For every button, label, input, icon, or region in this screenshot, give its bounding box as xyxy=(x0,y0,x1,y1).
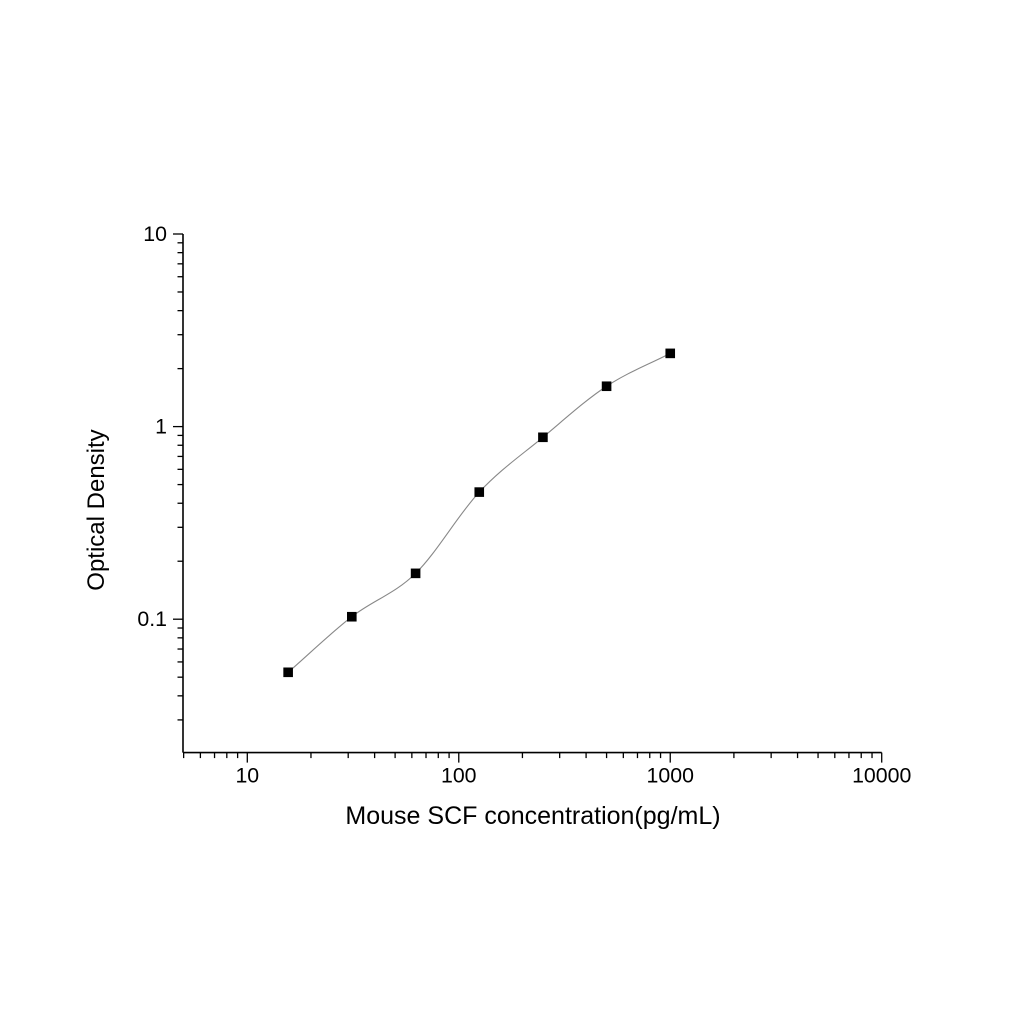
svg-text:100: 100 xyxy=(441,764,477,788)
svg-text:0.1: 0.1 xyxy=(137,607,167,631)
svg-text:Optical Density: Optical Density xyxy=(83,429,110,590)
svg-text:10000: 10000 xyxy=(852,764,911,788)
svg-text:10: 10 xyxy=(235,764,259,788)
svg-text:Mouse SCF concentration(pg/mL): Mouse SCF concentration(pg/mL) xyxy=(345,802,720,830)
svg-text:1: 1 xyxy=(155,415,167,439)
svg-text:1000: 1000 xyxy=(647,764,695,788)
svg-text:10: 10 xyxy=(143,222,167,246)
